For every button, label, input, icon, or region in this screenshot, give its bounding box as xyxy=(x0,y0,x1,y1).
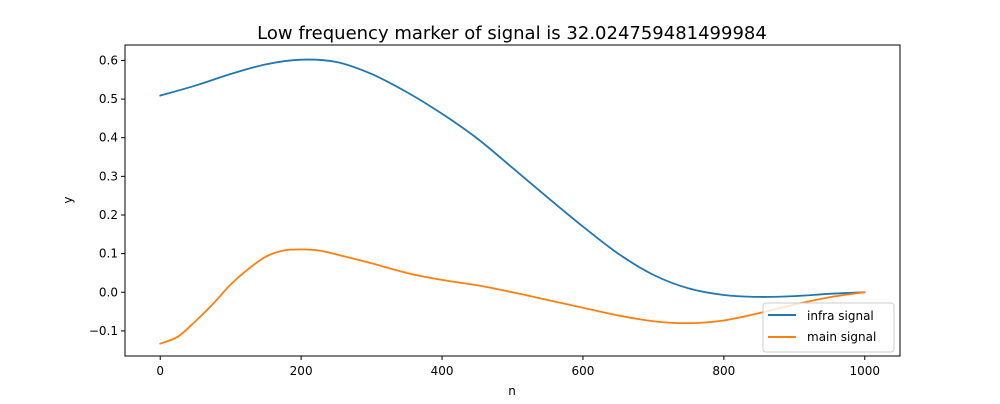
y-tick-label: −0.1 xyxy=(89,324,118,338)
x-tick-label: 200 xyxy=(290,364,313,378)
x-tick-label: 0 xyxy=(156,364,164,378)
y-tick-label: 0.0 xyxy=(99,285,118,299)
legend-label-infra-signal: infra signal xyxy=(807,309,874,323)
x-axis-label: n xyxy=(508,384,516,398)
y-tick-label: 0.5 xyxy=(99,92,118,106)
series-layer xyxy=(159,58,866,345)
y-tick-label: 0.6 xyxy=(99,53,118,67)
legend: infra signal main signal xyxy=(762,302,895,353)
y-tick-label: 0.2 xyxy=(99,208,118,222)
x-axis: 0 200 400 600 800 1000 xyxy=(156,356,880,378)
y-axis: −0.1 0.0 0.1 0.2 0.3 0.4 0.5 0.6 xyxy=(89,53,125,338)
plot-area-frame xyxy=(124,44,901,357)
series-line-infra-signal xyxy=(159,58,866,298)
y-tick-label: 0.4 xyxy=(99,131,118,145)
series-line-main-signal xyxy=(159,248,866,345)
chart-title: Low frequency marker of signal is 32.024… xyxy=(257,23,767,44)
x-tick-label: 800 xyxy=(712,364,735,378)
y-tick-label: 0.3 xyxy=(99,169,118,183)
legend-label-main-signal: main signal xyxy=(807,330,876,344)
y-tick-label: 0.1 xyxy=(99,247,118,261)
y-axis-label: y xyxy=(61,196,75,203)
x-tick-label: 400 xyxy=(431,364,454,378)
x-tick-label: 600 xyxy=(572,364,595,378)
x-tick-label: 1000 xyxy=(849,364,880,378)
